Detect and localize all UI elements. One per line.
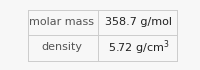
Text: 358.7 g/mol: 358.7 g/mol	[105, 17, 172, 27]
Text: density: density	[41, 42, 82, 52]
FancyBboxPatch shape	[28, 35, 177, 61]
Text: molar mass: molar mass	[29, 17, 94, 27]
FancyBboxPatch shape	[28, 10, 177, 35]
Text: 5.72 g/cm$^{3}$: 5.72 g/cm$^{3}$	[108, 38, 170, 56]
